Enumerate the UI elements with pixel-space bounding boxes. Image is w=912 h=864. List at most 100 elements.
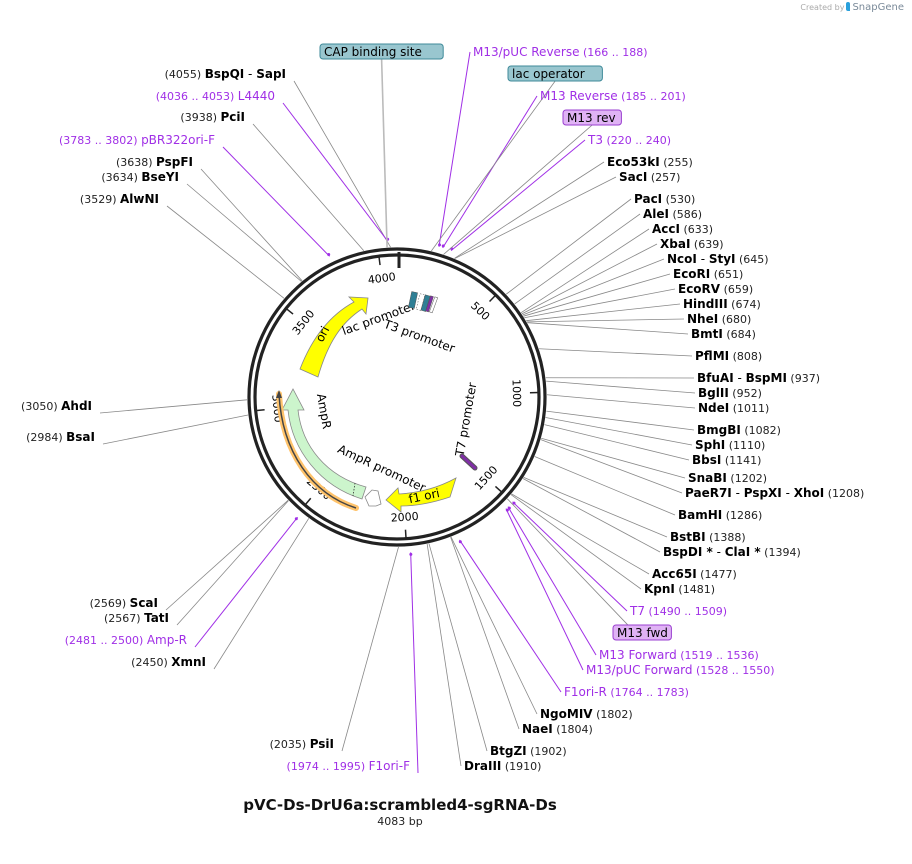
primer-label[interactable]: (2481 .. 2500) Amp-R (65, 633, 187, 647)
primer-label[interactable]: (1974 .. 1995) F1ori-F (287, 759, 411, 773)
feature-ampr[interactable]: AmpR (281, 388, 367, 500)
site-name: F1ori-R (564, 685, 607, 699)
feature-ampr-promoter[interactable] (364, 489, 382, 507)
site-position: (1394) (761, 546, 801, 559)
enzyme-label[interactable]: Eco53kI (255) (607, 155, 693, 169)
enzyme-label[interactable]: (2567) TatI (104, 611, 169, 625)
leader-line (526, 303, 681, 322)
enzyme-label[interactable]: (3050) AhdI (21, 399, 92, 413)
enzyme-label[interactable]: BmtI (684) (691, 327, 756, 341)
enzyme-label[interactable]: NheI (680) (687, 312, 751, 326)
enzyme-label[interactable]: (3529) AlwNI (80, 192, 159, 206)
primer-label[interactable]: T7 (1490 .. 1509) (629, 604, 727, 618)
enzyme-label[interactable]: PaeR7I - PspXI - XhoI (1208) (685, 486, 864, 500)
site-name: Amp-R (147, 633, 187, 647)
primer-label[interactable]: (3783 .. 3802) pBR322ori-F (59, 133, 215, 147)
enzyme-label[interactable]: BspDI * - ClaI * (1394) (663, 545, 801, 559)
site-name: BspDI * (663, 545, 713, 559)
primer-site-marker (505, 508, 509, 512)
site-name: M13/pUC Forward (586, 663, 693, 677)
enzyme-label[interactable]: AleI (586) (643, 207, 702, 221)
primer-site-marker (441, 244, 445, 248)
site-labels: (4055) BspQI - SapI (4036 .. 4053) L4440 (… (21, 45, 864, 773)
enzyme-label[interactable]: EcoRI (651) (673, 267, 743, 281)
enzyme-label[interactable]: BglII (952) (698, 386, 762, 400)
site-position: (659) (720, 283, 753, 296)
site-name: SnaBI (688, 471, 727, 485)
enzyme-label[interactable]: PacI (530) (634, 192, 695, 206)
enzyme-label[interactable]: SacI (257) (619, 170, 680, 184)
feature-box[interactable]: CAP binding site (319, 43, 444, 60)
leader-line (545, 417, 693, 446)
primer-site-marker (327, 253, 331, 257)
feature-box-label: lac operator (512, 67, 585, 81)
site-position: (3938) (180, 111, 220, 124)
enzyme-label[interactable]: NgoMIV (1802) (540, 707, 633, 721)
leader-line (438, 51, 471, 247)
enzyme-label[interactable]: Acc65I (1477) (652, 567, 737, 581)
enzyme-label[interactable]: BtgZI (1902) (490, 744, 567, 758)
site-position: (1208) (824, 487, 864, 500)
enzyme-label[interactable]: BfuAI - BspMI (937) (697, 371, 820, 385)
enzyme-label[interactable]: PflMI (808) (695, 349, 762, 363)
site-name: pBR322ori-F (141, 133, 215, 147)
feature-box-label: CAP binding site (324, 45, 422, 59)
leader-line (524, 288, 676, 319)
enzyme-label[interactable]: BbsI (1141) (692, 453, 761, 467)
feature-f1-ori[interactable]: f1 ori (385, 477, 457, 513)
enzyme-label[interactable]: (3634) BseYI (101, 170, 179, 184)
feature-box[interactable]: M13 fwd (612, 624, 672, 641)
enzyme-label[interactable]: AccI (633) (652, 222, 713, 236)
feature-box[interactable]: M13 rev (562, 109, 622, 126)
enzyme-label[interactable]: BstBI (1388) (670, 530, 746, 544)
leader-line (102, 414, 249, 445)
site-position: (257) (647, 171, 680, 184)
enzyme-label[interactable]: (3638) PspFI (116, 155, 193, 169)
primer-label[interactable]: F1ori-R (1764 .. 1783) (564, 685, 689, 699)
enzyme-label[interactable]: (3938) PciI (180, 110, 245, 124)
enzyme-label[interactable]: EcoRV (659) (678, 282, 753, 296)
primer-label[interactable]: M13 Forward (1519 .. 1536) (599, 648, 759, 662)
site-name: PsiI (310, 737, 334, 751)
enzyme-label[interactable]: NaeI (1804) (522, 722, 593, 736)
enzyme-label[interactable]: BamHI (1286) (678, 508, 762, 522)
enzyme-label[interactable]: DraIII (1910) (464, 759, 541, 773)
site-position: (3529) (80, 193, 120, 206)
site-name: M13/pUC Reverse (473, 45, 580, 59)
enzyme-label[interactable]: XbaI (639) (660, 237, 723, 251)
primer-site-marker (458, 540, 462, 544)
primer-label[interactable]: M13/pUC Reverse (166 .. 188) (473, 45, 648, 59)
site-position: (166 .. 188) (580, 46, 648, 59)
enzyme-label[interactable]: NdeI (1011) (698, 401, 769, 415)
primer-label[interactable]: T3 (220 .. 240) (587, 133, 671, 147)
enzyme-label[interactable]: (2569) ScaI (90, 596, 158, 610)
primer-label[interactable]: (4036 .. 4053) L4440 (156, 89, 275, 103)
enzyme-label[interactable]: (2984) BsaI (26, 430, 95, 444)
enzyme-label[interactable]: SnaBI (1202) (688, 471, 767, 485)
site-name-extra: ClaI * (725, 545, 762, 559)
site-position: (1528 .. 1550) (693, 664, 775, 677)
enzyme-label[interactable]: NcoI - StyI (645) (667, 252, 769, 266)
leader-line (544, 424, 690, 461)
feature-ori[interactable]: ori (299, 296, 369, 378)
site-position: (651) (710, 268, 743, 281)
site-name: NdeI (698, 401, 729, 415)
tick-label: 4000 (367, 270, 396, 286)
leader-line (428, 543, 488, 752)
primer-label[interactable]: M13 Reverse (185 .. 201) (540, 89, 686, 103)
enzyme-label[interactable]: BmgBI (1082) (697, 423, 781, 437)
site-name: HindIII (683, 297, 728, 311)
enzyme-label[interactable]: (2035) PsiI (270, 737, 334, 751)
enzyme-label[interactable]: KpnI (1481) (644, 582, 715, 596)
primer-label[interactable]: M13/pUC Forward (1528 .. 1550) (586, 663, 775, 677)
leader-line (506, 498, 643, 641)
enzyme-label[interactable]: HindIII (674) (683, 297, 761, 311)
enzyme-label[interactable]: SphI (1110) (695, 438, 765, 452)
enzyme-label[interactable]: (2450) XmnI (131, 655, 206, 669)
enzyme-label[interactable]: (4055) BspQI - SapI (165, 67, 286, 81)
site-name: M13 Reverse (540, 89, 618, 103)
t3-promoter-label: T3 promoter (381, 317, 457, 356)
plasmid-name: pVC-Ds-DrU6a:scrambled4-sgRNA-Ds (243, 796, 557, 814)
feature-box[interactable]: lac operator (507, 65, 603, 82)
